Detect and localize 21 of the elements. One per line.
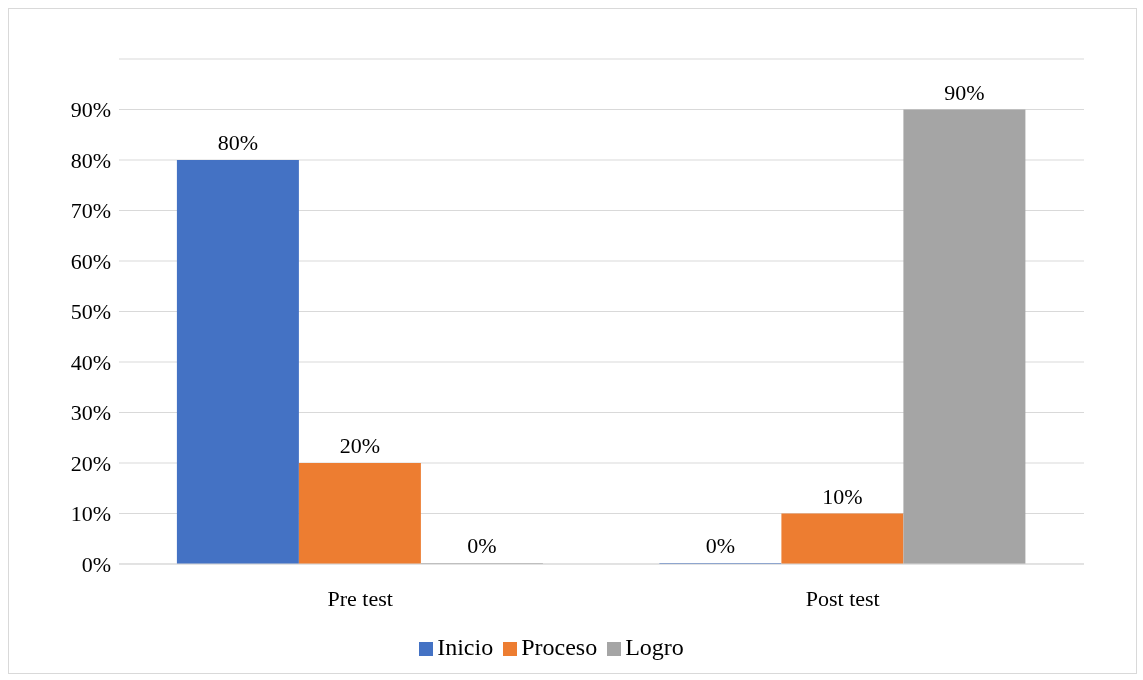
data-label: 80% bbox=[217, 130, 259, 155]
data-label: 10% bbox=[822, 483, 863, 509]
legend-label: Proceso bbox=[521, 634, 598, 660]
y-tick-label: 70% bbox=[70, 198, 111, 224]
data-label: 90% bbox=[944, 79, 985, 105]
y-tick-label: 60% bbox=[70, 248, 111, 274]
data-label: 0% bbox=[705, 533, 736, 558]
y-tick-label: 10% bbox=[70, 501, 111, 527]
data-label: 20% bbox=[339, 433, 381, 458]
y-tick-label: 30% bbox=[70, 400, 111, 426]
data-label: 0% bbox=[467, 533, 497, 558]
legend-label: Inicio bbox=[437, 634, 494, 660]
y-tick-label: 20% bbox=[70, 450, 111, 476]
x-tick-label: Pre test bbox=[327, 585, 393, 611]
y-tick-label: 0% bbox=[81, 551, 111, 577]
legend-label: Logro bbox=[625, 634, 684, 660]
x-tick-label: Post test bbox=[805, 585, 880, 611]
y-tick-label: 90% bbox=[70, 97, 111, 123]
y-tick-label: 40% bbox=[70, 349, 111, 375]
y-tick-label: 50% bbox=[70, 299, 111, 325]
y-tick-label: 80% bbox=[70, 147, 111, 173]
